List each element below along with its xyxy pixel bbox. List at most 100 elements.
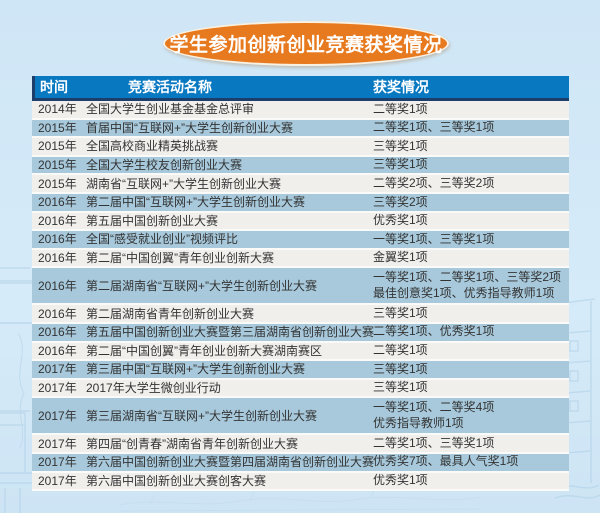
cell-award: 一等奖1项、二等奖4项 优秀指导教师1项 [373, 400, 569, 431]
table-row: 2015年 全国大学生校友创新创业大赛 三等奖1项 [32, 156, 569, 176]
award-line: 三等奖1项 [373, 138, 428, 153]
table-row: 2016年 第五届中国创新创业大赛 优秀奖1项 [32, 212, 569, 232]
cell-competition-name: 第四届“创青春”湖南省青年创新创业大赛 [86, 436, 298, 451]
cell-competition-name: 第二届湖南省青年创新创业大赛 [86, 306, 255, 321]
cell-competition-name: 首届中国“互联网+”大学生创新创业大赛 [86, 120, 294, 135]
cell-year: 2017年 [38, 436, 77, 451]
cell-award: 三等奖2项 [373, 195, 569, 211]
award-line: 二等奖1项、优秀奖1项 [373, 324, 495, 339]
table-row: 2017年 第六届中国创新创业大赛创客大赛 优秀奖1项 [32, 472, 569, 492]
award-line: 一等奖1项、二等奖1项、三等奖2项 [373, 270, 562, 285]
cell-year: 2016年 [38, 213, 77, 228]
cell-award: 二等奖1项、优秀奖1项 [373, 324, 569, 340]
award-line: 最佳创意奖1项、优秀指导教师1项 [373, 285, 555, 300]
table-row: 2015年 首届中国“互联网+”大学生创新创业大赛 二等奖1项、三等奖1项 [32, 119, 569, 139]
table-row: 2017年 第三届中国“互联网+”大学生创新创业大赛 三等奖1项 [32, 361, 569, 380]
page-title: 学生参加创新创业竞赛获奖情况 [163, 21, 449, 66]
table-row: 2016年 第二届湖南省青年创新创业大赛 三等奖1项 [32, 305, 569, 324]
cell-award: 金翼奖1项 [373, 250, 569, 266]
cell-competition-name: 第六届中国创新创业大赛创客大赛 [86, 473, 267, 488]
cell-year: 2016年 [38, 251, 77, 266]
award-line: 二等奖1项、三等奖1项 [373, 435, 495, 450]
award-line: 优秀指导教师1项 [373, 415, 464, 430]
cell-award: 三等奖1项 [373, 139, 569, 155]
award-line: 优秀奖7项、最具人气奖1项 [373, 454, 519, 469]
cell-award: 优秀奖1项 [373, 473, 569, 489]
header-award-status: 获奖情况 [373, 79, 429, 95]
cell-competition-name: 第二届“中国创翼”青年创业创新大赛湖南赛区 [86, 343, 322, 358]
cell-competition-name: 湖南省“互联网+”大学生创新创业大赛 [86, 176, 282, 191]
award-line: 二等奖2项、三等奖2项 [373, 175, 495, 190]
cell-award: 三等奖1项 [373, 362, 569, 378]
cell-year: 2016年 [38, 195, 77, 210]
cell-award: 一等奖1项、三等奖1项 [373, 232, 569, 248]
cell-award: 二等奖2项、三等奖2项 [373, 176, 569, 192]
cell-competition-name: 全国高校商业精英挑战赛 [86, 139, 219, 154]
table-row: 2017年 第四届“创青春”湖南省青年创新创业大赛 二等奖1项、三等奖1项 [32, 435, 569, 454]
cell-year: 2015年 [38, 120, 77, 135]
cell-competition-name: 第三届湖南省“互联网+”大学生创新创业大赛 [86, 408, 318, 423]
table-row: 2016年 第二届湖南省“互联网+”大学生创新创业大赛 一等奖1项、二等奖1项、… [32, 268, 569, 306]
award-line: 二等奖1项 [373, 343, 428, 358]
cell-competition-name: 全国“感受就业创业”视频评比 [86, 232, 238, 247]
cell-year: 2016年 [38, 306, 77, 321]
cell-award: 一等奖1项、二等奖1项、三等奖2项 最佳创意奖1项、优秀指导教师1项 [373, 270, 569, 301]
cell-competition-name: 第五届中国创新创业大赛暨第三届湖南省创新创业大赛 [86, 325, 375, 340]
cell-award: 二等奖1项 [373, 343, 569, 359]
awards-table: 时间 竞赛活动名称 获奖情况 2014年 全国大学生创业基金基金总评审 二等奖1… [32, 76, 569, 492]
award-line: 三等奖1项 [373, 305, 428, 320]
cell-year: 2015年 [38, 139, 77, 154]
table-row: 2015年 全国高校商业精英挑战赛 三等奖1项 [32, 138, 569, 157]
cell-year: 2017年 [38, 381, 77, 396]
cell-competition-name: 第五届中国创新创业大赛 [86, 213, 219, 228]
cell-competition-name: 第三届中国“互联网+”大学生创新创业大赛 [86, 362, 306, 377]
award-line: 二等奖1项、三等奖1项 [373, 120, 495, 135]
award-line: 二等奖1项 [373, 101, 428, 116]
award-line: 三等奖1项 [373, 361, 428, 376]
award-line: 三等奖1项 [373, 157, 428, 172]
cell-year: 2016年 [38, 343, 77, 358]
cell-competition-name: 全国大学生校友创新创业大赛 [86, 158, 243, 173]
cell-competition-name: 2017年大学生微创业行动 [86, 381, 221, 396]
award-line: 一等奖1项、三等奖1项 [373, 231, 495, 246]
cell-year: 2017年 [38, 408, 77, 423]
table-row: 2017年 第三届湖南省“互联网+”大学生创新创业大赛 一等奖1项、二等奖4项优… [32, 398, 569, 436]
cell-award: 三等奖1项 [373, 157, 569, 173]
table-row: 2016年 第二届“中国创翼”青年创业创新大赛 金翼奖1项 [32, 249, 569, 269]
table-row: 2015年 湖南省“互联网+”大学生创新创业大赛 二等奖2项、三等奖2项 [32, 175, 569, 194]
table-row: 2014年 全国大学生创业基金基金总评审 二等奖1项 [32, 101, 569, 120]
cell-award: 二等奖1项、三等奖1项 [373, 120, 569, 136]
cell-competition-name: 第二届湖南省“互联网+”大学生创新创业大赛 [86, 278, 318, 293]
table-row: 2016年 第五届中国创新创业大赛暨第三届湖南省创新创业大赛 二等奖1项、优秀奖… [32, 323, 569, 343]
cell-year: 2016年 [38, 278, 77, 293]
award-line: 一等奖1项、二等奖4项 [373, 400, 495, 415]
cell-award: 二等奖1项 [373, 102, 569, 118]
award-line: 优秀奖1项 [373, 473, 428, 488]
table-row: 2017年 2017年大学生微创业行动 三等奖1项 [32, 379, 569, 399]
table-row: 2017年 第六届中国创新创业大赛暨第四届湖南省创新创业大赛 优秀奖7项、最具人… [32, 453, 569, 473]
header-competition-name: 竞赛活动名称 [128, 79, 212, 95]
cell-year: 2017年 [38, 473, 77, 488]
table-body: 2014年 全国大学生创业基金基金总评审 二等奖1项 2015年 首届中国“互联… [32, 101, 569, 492]
cell-award: 二等奖1项、三等奖1项 [373, 436, 569, 452]
cell-competition-name: 第二届“中国创翼”青年创业创新大赛 [86, 251, 274, 266]
cell-year: 2017年 [38, 362, 77, 377]
table-header-row: 时间 竞赛活动名称 获奖情况 [32, 76, 569, 101]
cell-year: 2017年 [38, 455, 77, 470]
award-line: 三等奖2项 [373, 194, 428, 209]
cell-award: 三等奖1项 [373, 380, 569, 396]
cell-award: 优秀奖1项 [373, 213, 569, 229]
table-row: 2016年 全国“感受就业创业”视频评比 一等奖1项、三等奖1项 [32, 231, 569, 250]
cell-year: 2016年 [38, 232, 77, 247]
table-row: 2016年 第二届中国“互联网+”大学生创新创业大赛 三等奖2项 [32, 193, 569, 213]
cell-award: 三等奖1项 [373, 306, 569, 322]
cell-year: 2015年 [38, 176, 77, 191]
header-time: 时间 [40, 79, 68, 95]
award-line: 三等奖1项 [373, 380, 428, 395]
cell-competition-name: 第二届中国“互联网+”大学生创新创业大赛 [86, 195, 306, 210]
cell-competition-name: 全国大学生创业基金基金总评审 [86, 102, 255, 117]
cell-year: 2016年 [38, 325, 77, 340]
table-row: 2016年 第二届“中国创翼”青年创业创新大赛湖南赛区 二等奖1项 [32, 342, 569, 362]
cell-competition-name: 第六届中国创新创业大赛暨第四届湖南省创新创业大赛 [86, 455, 375, 470]
